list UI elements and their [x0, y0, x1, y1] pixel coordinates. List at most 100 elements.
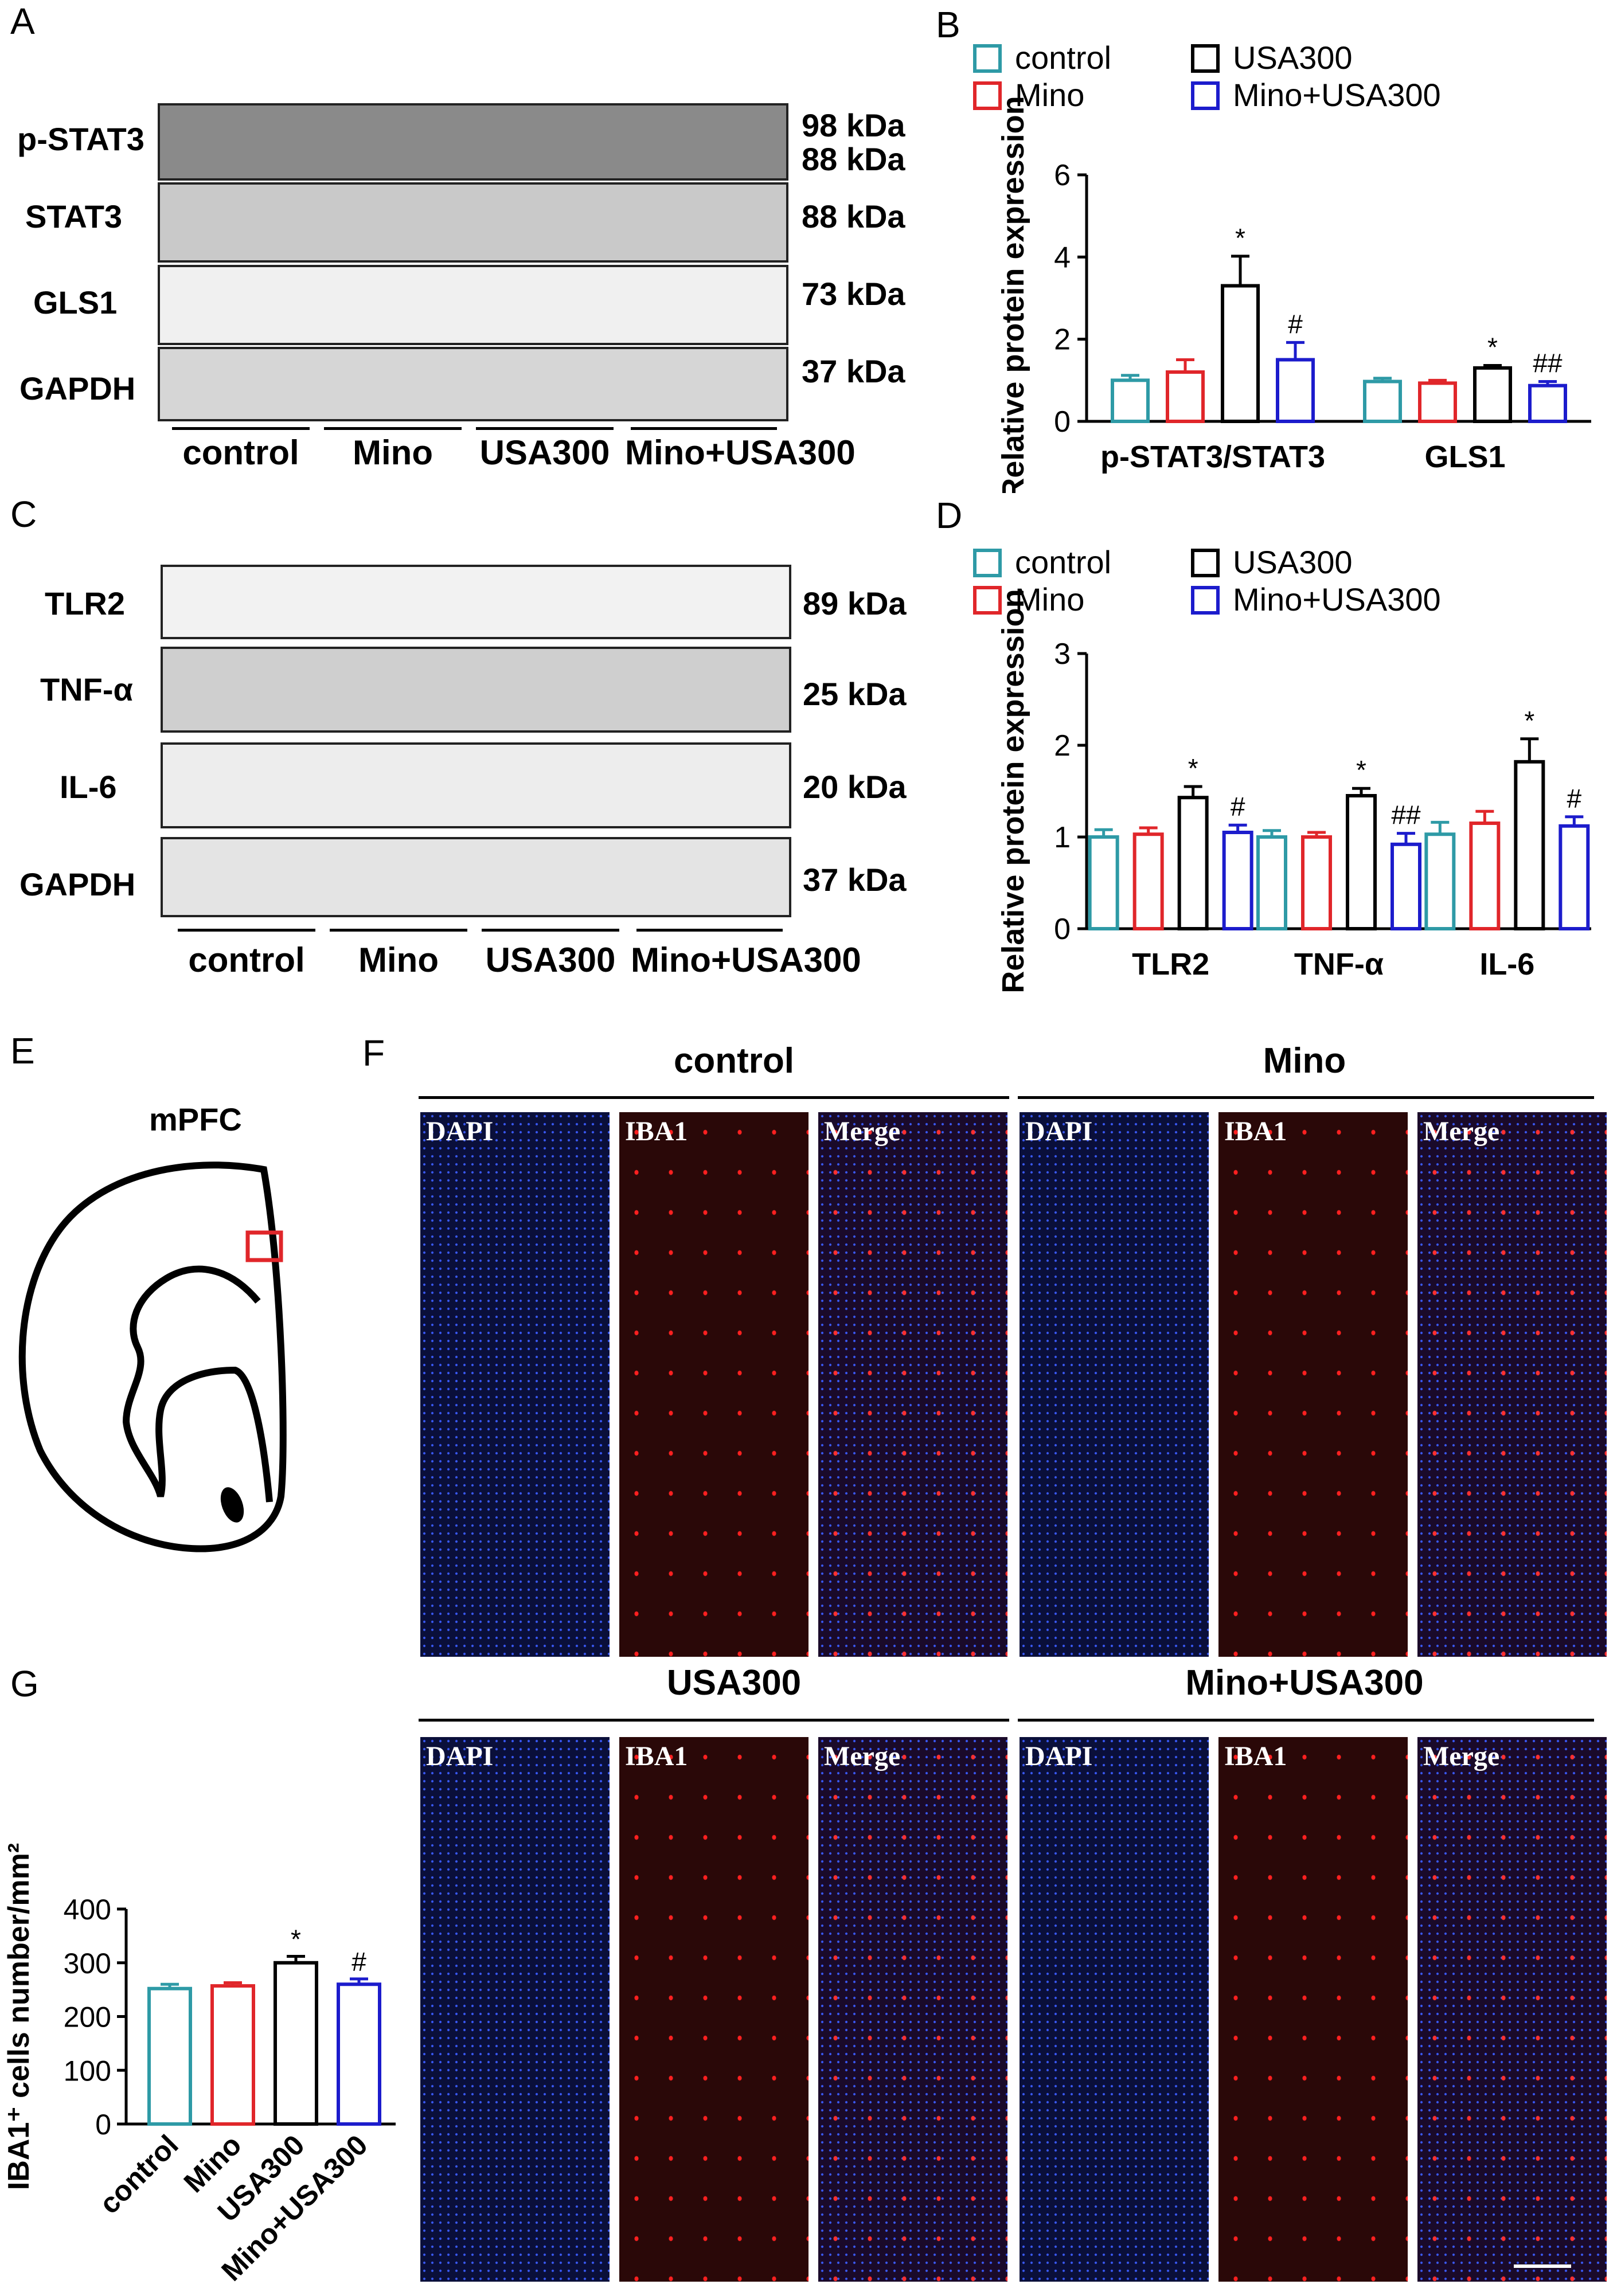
blot-a-group-usa300: USA300 [479, 433, 610, 472]
x-category-label: TLR2 [1132, 947, 1209, 981]
bar [147, 1986, 192, 2126]
significance-mark: * [1524, 706, 1534, 736]
y-tick-label: 400 [64, 1894, 111, 1926]
blot-a-kda-gls1: 73 kDa [802, 276, 905, 312]
legend-swatch [973, 81, 1002, 110]
y-axis-title: IBA1⁺ cells number/mm² [2, 1843, 36, 2190]
bar [1514, 760, 1545, 930]
significance-mark: ## [1391, 800, 1421, 830]
f-group-title-mino-usa300: Mino+USA300 [1185, 1663, 1424, 1703]
blot-c-kda-il6: 20 kDa [803, 769, 907, 805]
blot-a-group-mino: Mino [353, 433, 433, 472]
micrograph-channel-label: DAPI [1025, 1116, 1093, 1147]
blot-c-kda-tnfa: 25 kDa [803, 676, 907, 712]
x-category-label: GLS1 [1424, 440, 1505, 474]
x-category-label: IL-6 [1479, 947, 1534, 981]
micrograph-tile: DAPI [420, 1112, 610, 1657]
legend-swatch [1191, 81, 1220, 110]
significance-mark: * [1356, 755, 1366, 785]
blot-c-kda-tlr2: 89 kDa [803, 585, 907, 621]
y-tick-label: 2 [1054, 323, 1071, 357]
mpfc-title: mPFC [149, 1101, 242, 1137]
blot-a-band-pstat3 [158, 103, 788, 181]
panel-label-g: G [10, 1663, 39, 1704]
blot-c-group-mino: Mino [358, 941, 439, 979]
blot-a-kda-pstat3-1: 98 kDa [802, 107, 905, 143]
micrograph-channel-label: Merge [824, 1116, 901, 1147]
blot-a-group-mino-usa300: Mino+USA300 [625, 433, 856, 472]
bar [337, 1982, 381, 2126]
bar [1177, 796, 1209, 931]
f-group-line [1018, 1719, 1594, 1722]
bar [1256, 835, 1287, 930]
micrograph-tile: DAPI [1020, 1737, 1209, 2282]
significance-mark: # [1288, 309, 1303, 339]
blot-c-band-gapdh [161, 837, 791, 917]
blot-a-group-line [476, 427, 614, 430]
micrograph-channel-label: DAPI [426, 1741, 494, 1771]
blot-c-band-tnfa [161, 647, 791, 733]
brain-schematic [18, 1161, 287, 1552]
blot-c-band-tlr2 [161, 565, 791, 639]
legend-label: Mino [1015, 581, 1084, 617]
blot-c-group-usa300: USA300 [485, 941, 616, 979]
legend-label: Mino+USA300 [1233, 77, 1441, 113]
panel-label-f: F [362, 1032, 385, 1074]
y-tick-label: 0 [95, 2109, 111, 2141]
bar [1391, 842, 1421, 930]
x-category-label: p-STAT3/STAT3 [1100, 440, 1325, 474]
legend-swatch [973, 549, 1002, 577]
y-axis-title: Relative protein expression [996, 589, 1030, 993]
f-group-line [419, 1096, 1009, 1099]
bar [1363, 380, 1402, 424]
y-tick-label: 4 [1054, 241, 1071, 274]
bar [1221, 284, 1260, 423]
micrograph-tile: Merge [818, 1112, 1007, 1657]
blot-c-group-line [482, 929, 619, 932]
f-group-title-mino: Mino [1263, 1041, 1346, 1081]
micrograph-channel-label: Merge [1423, 1116, 1500, 1147]
significance-mark: * [1487, 333, 1498, 362]
micrograph-channel-label: IBA1 [1224, 1741, 1287, 1771]
brain-outline [18, 1161, 287, 1552]
legend-swatch [1191, 549, 1220, 577]
bar [1473, 366, 1512, 423]
blot-c-group-line [330, 929, 467, 932]
scale-bar [1514, 2264, 1571, 2268]
bar [1132, 832, 1164, 931]
blot-c-label-tnfa: TNF-α [40, 671, 133, 707]
legend-swatch [973, 586, 1002, 615]
legend-label: Mino [1015, 77, 1084, 113]
f-group-title-control: control [673, 1041, 795, 1081]
panel-label-e: E [10, 1030, 35, 1071]
blot-c-label-tlr2: TLR2 [45, 585, 125, 621]
legend-swatch [1191, 44, 1220, 73]
y-tick-label: 1 [1054, 821, 1071, 854]
legend-swatch [1191, 586, 1220, 615]
y-tick-label: 200 [64, 2001, 111, 2033]
bar [274, 1961, 318, 2126]
micrograph-tile: IBA1 [1218, 1112, 1408, 1657]
micrograph-channel-label: IBA1 [625, 1741, 688, 1771]
micrograph-tile: Merge [818, 1737, 1007, 2282]
significance-mark: * [1188, 753, 1198, 783]
y-tick-label: 2 [1054, 729, 1071, 762]
micrograph-channel-label: Merge [1423, 1741, 1500, 1771]
blot-a-group-control: control [182, 433, 299, 472]
legend-label: Mino+USA300 [1233, 581, 1441, 617]
micrograph-tile: IBA1 [1218, 1737, 1408, 2282]
blot-c-group-control: control [188, 941, 305, 979]
x-category-label: control [93, 2129, 184, 2220]
blot-a-label-pstat3: p-STAT3 [17, 121, 144, 157]
blot-a-kda-pstat3-2: 88 kDa [802, 141, 905, 177]
blot-a-group-line [631, 427, 777, 430]
f-group-title-usa300: USA300 [666, 1663, 802, 1703]
bar [1088, 835, 1119, 930]
micrograph-tile: IBA1 [619, 1737, 808, 2282]
panel-label-c: C [10, 494, 37, 535]
blot-a-band-gls1 [158, 265, 788, 345]
y-tick-label: 300 [64, 1947, 111, 1980]
blot-c-group-line [178, 929, 315, 932]
y-tick-label: 0 [1054, 913, 1071, 946]
micrograph-tile: Merge [1417, 1112, 1607, 1657]
